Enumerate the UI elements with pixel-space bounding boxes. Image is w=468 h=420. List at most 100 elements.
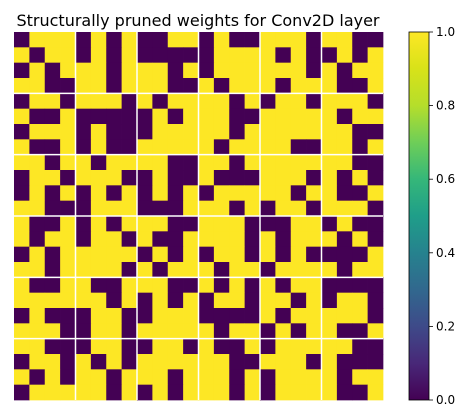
heatmap-cell [152,93,169,110]
heatmap-cell [198,47,215,64]
heatmap-cell [229,185,245,202]
heatmap-cell [167,308,184,324]
heatmap-cell [321,231,338,248]
heatmap-cell [352,308,368,324]
heatmap-cell [213,338,230,355]
heatmap-cell [290,62,307,79]
heatmap-cell [260,231,276,248]
heatmap-cell [75,124,92,140]
heatmap-cell [352,170,368,186]
heatmap-cell [336,231,353,248]
heatmap-cell [167,32,184,48]
heatmap-cell [290,369,307,386]
heatmap-cell [60,124,76,140]
heatmap-cell [321,124,338,140]
heatmap-cell [60,108,76,125]
heatmap-cell [183,185,199,202]
heatmap-cell [306,108,322,125]
heatmap-cell [244,47,261,64]
colorbar-tick-label: 1.0 [436,25,455,39]
heatmap-cell [90,108,107,125]
heatmap-cell [306,200,322,217]
heatmap-cell [14,154,30,171]
heatmap-cell [75,108,92,125]
heatmap-cell [229,262,245,278]
heatmap-cell [260,170,276,186]
heatmap-cell [121,216,138,232]
heatmap-cell [336,323,353,340]
heatmap-cell [29,47,46,64]
heatmap-cell [213,62,230,79]
heatmap-cell [213,170,230,186]
heatmap-cell [14,124,30,140]
heatmap-cell [137,139,153,156]
heatmap-cell [229,231,245,248]
heatmap-cell [106,32,122,48]
heatmap-cell [60,308,76,324]
heatmap-cell [183,124,199,140]
heatmap-cell [60,262,76,278]
heatmap-cell [14,185,30,202]
heatmap-cell [244,139,261,156]
heatmap-cell [106,62,122,79]
heatmap-cell [121,308,138,324]
heatmap-cell [137,200,153,217]
heatmap-cell [275,277,292,294]
heatmap-cell [229,292,245,309]
heatmap-cell [290,200,307,217]
heatmap-cell [29,139,46,156]
heatmap-cell [183,369,199,386]
heatmap-cell [321,308,338,324]
heatmap-cell [75,246,92,263]
heatmap-cell [244,292,261,309]
heatmap-cell [260,139,276,156]
heatmap-cell [167,78,184,94]
colorbar-tick-label: 0.4 [436,246,455,260]
heatmap-cell [198,369,215,386]
heatmap-cell [152,338,169,355]
heatmap-cell [14,369,30,386]
heatmap-cell [321,108,338,125]
heatmap-cell [152,384,169,401]
heatmap-cell [229,32,245,48]
heatmap-cell [352,78,368,94]
heatmap-cell [121,124,138,140]
heatmap-cell [14,93,30,110]
heatmap-cell [60,200,76,217]
heatmap-cell [106,216,122,232]
heatmap-cell [152,170,169,186]
heatmap-cell [60,216,76,232]
heatmap-cell [367,384,384,401]
heatmap-cell [290,108,307,125]
heatmap-cell [260,93,276,110]
heatmap-cell [183,384,199,401]
heatmap-cell [167,170,184,186]
heatmap-cell [121,292,138,309]
heatmap-cell [229,93,245,110]
heatmap-cell [321,93,338,110]
heatmap-cell [275,93,292,110]
heatmap-cell [244,246,261,263]
heatmap-cell [167,354,184,370]
heatmap-cell [321,47,338,64]
heatmap-cell [321,185,338,202]
heatmap-cell [106,369,122,386]
heatmap-cell [321,338,338,355]
heatmap-cell [244,354,261,370]
heatmap-cell [167,108,184,125]
heatmap-cell [121,200,138,217]
heatmap-cell [106,354,122,370]
heatmap-cell [229,108,245,125]
heatmap-cell [260,200,276,217]
heatmap-cell [137,108,153,125]
heatmap-cell [229,200,245,217]
heatmap-cell [183,292,199,309]
heatmap-cell [306,62,322,79]
heatmap-cell [44,384,61,401]
heatmap-cell [367,47,384,64]
heatmap-cell [198,308,215,324]
heatmap-cell [244,108,261,125]
heatmap-cell [152,323,169,340]
heatmap-cell [167,124,184,140]
heatmap-cell [44,231,61,248]
